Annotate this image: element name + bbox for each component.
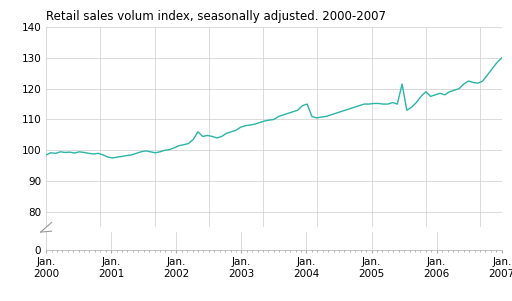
Text: Retail sales volum index, seasonally adjusted. 2000-2007: Retail sales volum index, seasonally adj… [46, 10, 386, 23]
